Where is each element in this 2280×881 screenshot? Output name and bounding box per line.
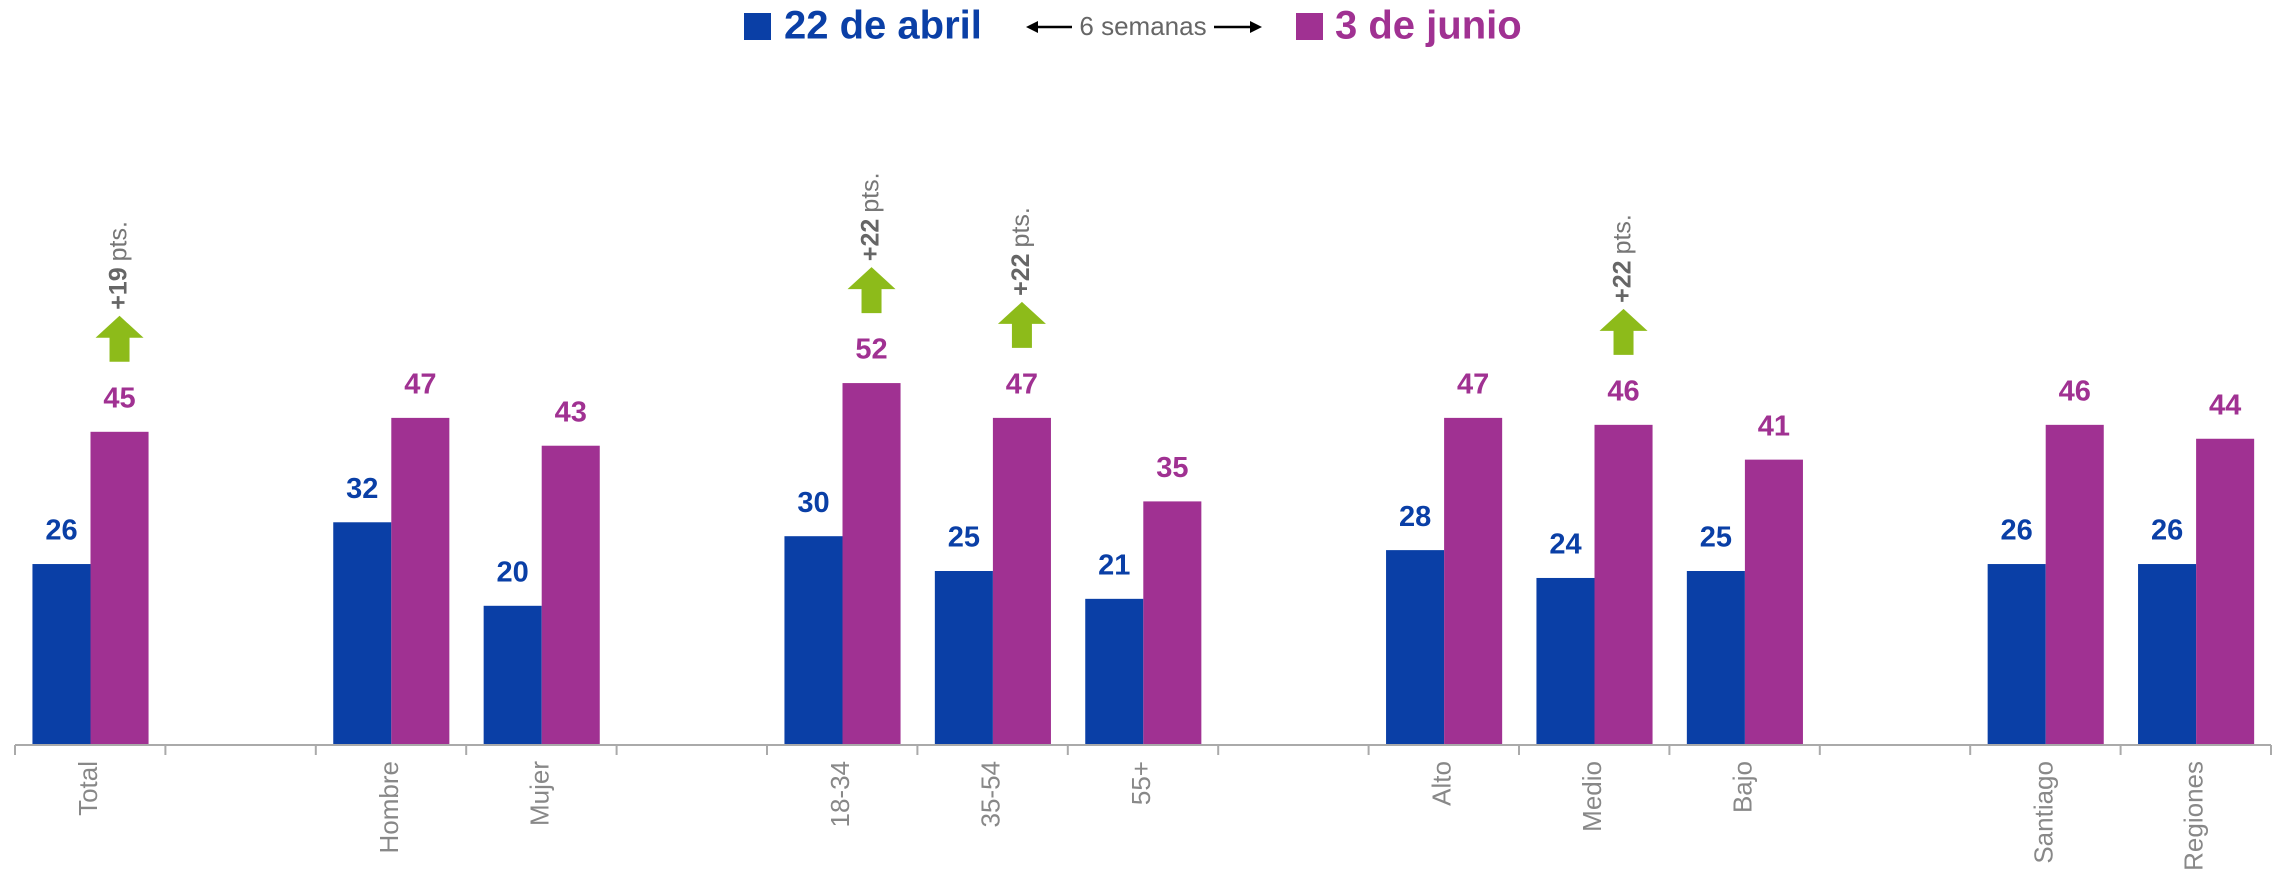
value-label: 24 (1549, 529, 1581, 561)
annotation-change: +19 (104, 267, 132, 309)
legend-swatch (1296, 13, 1323, 40)
bar (1085, 598, 1144, 745)
value-label: 47 (1457, 369, 1489, 401)
value-label: 26 (2001, 515, 2033, 547)
value-label: 47 (404, 369, 436, 401)
value-label: 20 (497, 556, 529, 588)
annotation-unit: pts. (1608, 214, 1636, 254)
bar (1594, 424, 1653, 745)
bar (333, 522, 392, 745)
x-tick-label: Medio (1577, 761, 1607, 832)
bar (842, 383, 901, 745)
value-label: 25 (1700, 522, 1732, 554)
bar (391, 417, 450, 745)
annotation: +19 pts. (104, 221, 132, 310)
bar (483, 605, 542, 745)
legend-note: 6 semanas (1079, 11, 1206, 41)
value-label: 26 (2151, 515, 2183, 547)
value-label: 25 (948, 522, 980, 554)
legend-label: 3 de junio (1335, 4, 1522, 48)
x-tick-label: Santiago (2028, 761, 2058, 864)
x-tick-label: Alto (1427, 761, 1457, 806)
x-tick-label: Regiones (2179, 761, 2209, 871)
value-label: 46 (2059, 375, 2091, 407)
value-label: 45 (103, 382, 135, 414)
value-label: 28 (1399, 501, 1431, 533)
value-label: 30 (797, 487, 829, 519)
annotation-unit: pts. (1007, 207, 1035, 247)
x-tick-label: 35-54 (975, 761, 1005, 828)
value-label: 52 (855, 334, 887, 366)
x-tick-label: 18-34 (825, 761, 855, 828)
increase-arrow (95, 315, 144, 362)
bar (1536, 577, 1595, 745)
x-tick-label: Total (73, 761, 103, 816)
increase-arrow (997, 301, 1046, 348)
value-label: 44 (2209, 389, 2241, 421)
x-tick-label: Bajo (1727, 761, 1757, 813)
value-label: 32 (346, 473, 378, 505)
value-label: 21 (1098, 549, 1130, 581)
x-tick-label: Hombre (374, 761, 404, 853)
x-tick-label: Mujer (524, 761, 554, 826)
legend-arrow (1026, 21, 1262, 33)
bar (1987, 564, 2046, 745)
bar (1444, 417, 1503, 745)
bar (2196, 438, 2255, 745)
value-label: 46 (1607, 375, 1639, 407)
value-label: 47 (1006, 369, 1038, 401)
annotation-unit: pts. (856, 172, 884, 212)
bar (784, 536, 843, 745)
bar (2138, 564, 2197, 745)
value-label: 26 (45, 515, 77, 547)
bar (32, 564, 91, 745)
bar (992, 417, 1051, 745)
bar (934, 571, 993, 745)
value-label: 41 (1758, 410, 1790, 442)
bar (1686, 571, 1745, 745)
x-tick-label: 55+ (1126, 761, 1156, 805)
legend-swatch (744, 13, 771, 40)
annotation: +22 pts. (1608, 214, 1636, 303)
value-label: 43 (555, 396, 587, 428)
annotation-unit: pts. (104, 221, 132, 261)
value-label: 35 (1156, 452, 1188, 484)
bar (1744, 459, 1803, 745)
annotation-change: +22 (1608, 260, 1636, 302)
bar (2045, 424, 2104, 745)
increase-arrow (1599, 308, 1648, 355)
bar (1386, 550, 1445, 745)
annotation: +22 pts. (1007, 207, 1035, 296)
increase-arrow (847, 267, 896, 314)
bar (1143, 501, 1202, 745)
legend-label: 22 de abril (784, 4, 982, 48)
bar (541, 445, 600, 745)
annotation: +22 pts. (856, 172, 884, 261)
annotation-change: +22 (856, 219, 884, 261)
bar (90, 431, 149, 745)
annotation-change: +22 (1007, 253, 1035, 295)
